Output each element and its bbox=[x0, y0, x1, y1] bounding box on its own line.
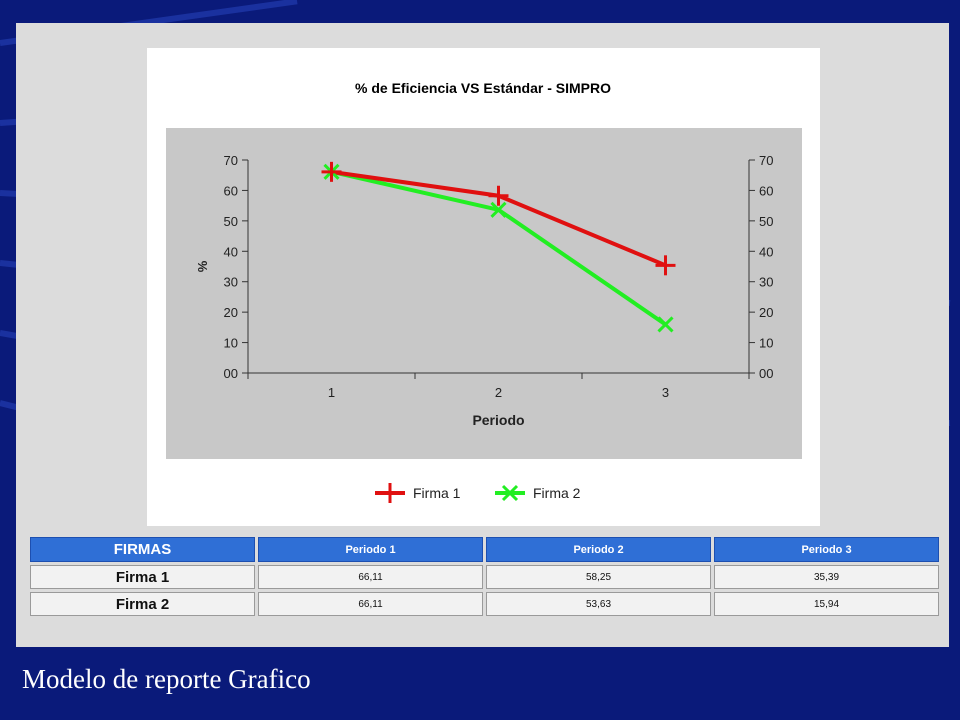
firm-name-cell: Firma 1 bbox=[30, 565, 255, 589]
y-tick-label-left: 60 bbox=[224, 183, 238, 198]
firms-table: FIRMAS Periodo 1 Periodo 2 Periodo 3 Fir… bbox=[27, 534, 942, 619]
y-tick-label-right: 70 bbox=[759, 153, 773, 168]
header-firmas: FIRMAS bbox=[30, 537, 255, 562]
y-tick-label-left: 50 bbox=[224, 214, 238, 229]
table-row: Firma 2 66,11 53,63 15,94 bbox=[30, 592, 939, 616]
y-axis-label: % bbox=[195, 260, 210, 272]
chart-title: % de Eficiencia VS Estándar - SIMPRO bbox=[355, 80, 611, 96]
plot-background bbox=[166, 128, 802, 459]
x-tick-label: 2 bbox=[495, 385, 502, 400]
y-tick-label-right: 40 bbox=[759, 244, 773, 259]
header-periodo-2: Periodo 2 bbox=[486, 537, 711, 562]
x-tick-label: 3 bbox=[662, 385, 669, 400]
x-axis-label: Periodo bbox=[472, 412, 524, 428]
slide-caption: Modelo de reporte Grafico bbox=[22, 664, 311, 694]
value-cell: 66,11 bbox=[258, 565, 483, 589]
y-tick-label-right: 10 bbox=[759, 336, 773, 351]
y-tick-label-right: 30 bbox=[759, 275, 773, 290]
value-cell: 53,63 bbox=[486, 592, 711, 616]
y-tick-label-left: 40 bbox=[224, 244, 238, 259]
y-tick-label-right: 50 bbox=[759, 214, 773, 229]
table-header-row: FIRMAS Periodo 1 Periodo 2 Periodo 3 bbox=[30, 537, 939, 562]
value-cell: 58,25 bbox=[486, 565, 711, 589]
header-periodo-3: Periodo 3 bbox=[714, 537, 939, 562]
value-cell: 35,39 bbox=[714, 565, 939, 589]
value-cell: 66,11 bbox=[258, 592, 483, 616]
header-periodo-1: Periodo 1 bbox=[258, 537, 483, 562]
table-row: Firma 1 66,11 58,25 35,39 bbox=[30, 565, 939, 589]
chart-area: % de Eficiencia VS Estándar - SIMPRO 00 10… bbox=[147, 48, 820, 526]
y-tick-label-left: 10 bbox=[224, 336, 238, 351]
y-tick-label-left: 00 bbox=[224, 366, 238, 381]
legend-label-firma-2: Firma 2 bbox=[533, 485, 581, 501]
y-tick-label-left: 20 bbox=[224, 305, 238, 320]
efficiency-line-chart: % de Eficiencia VS Estándar - SIMPRO0010… bbox=[166, 80, 802, 503]
y-tick-label-right: 00 bbox=[759, 366, 773, 381]
legend-label-firma-1: Firma 1 bbox=[413, 485, 461, 501]
firm-name-cell: Firma 2 bbox=[30, 592, 255, 616]
value-cell: 15,94 bbox=[714, 592, 939, 616]
y-tick-label-right: 20 bbox=[759, 305, 773, 320]
data-point-firma-2 bbox=[657, 316, 674, 333]
data-point-firma-2 bbox=[490, 201, 507, 218]
legend-marker-firma-2 bbox=[501, 484, 519, 502]
y-tick-label-left: 70 bbox=[224, 153, 238, 168]
x-tick-label: 1 bbox=[328, 385, 335, 400]
y-tick-label-left: 30 bbox=[224, 275, 238, 290]
y-tick-label-right: 60 bbox=[759, 183, 773, 198]
